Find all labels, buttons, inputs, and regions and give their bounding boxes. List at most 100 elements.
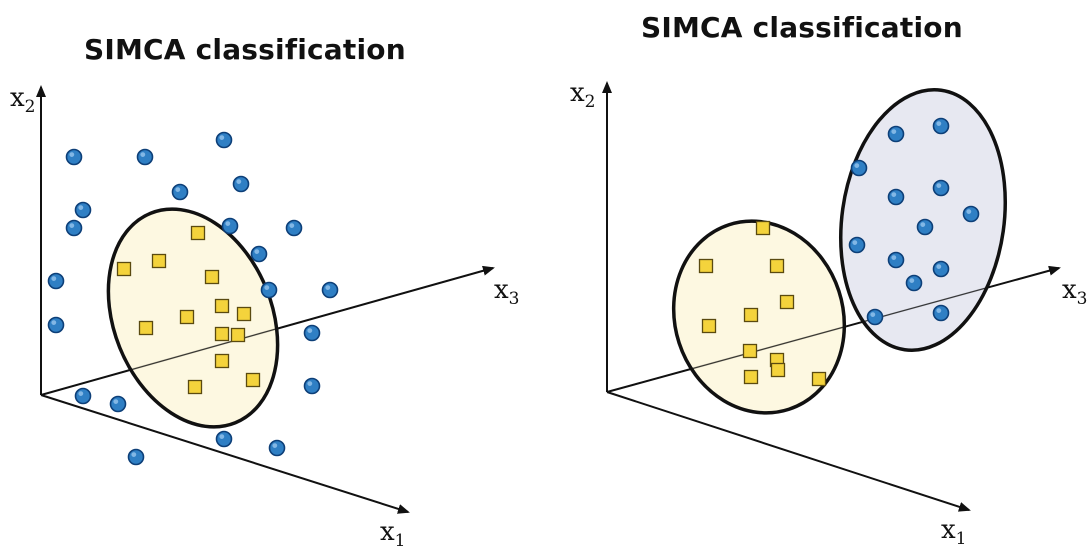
data-point-circle bbox=[109, 395, 127, 413]
class-a-boundary-ellipse bbox=[671, 219, 847, 415]
data-point-square bbox=[245, 372, 261, 388]
data-point-circle bbox=[887, 251, 905, 269]
data-point-circle-highlight bbox=[219, 434, 225, 439]
data-point-circle-highlight bbox=[254, 249, 260, 255]
right-panel: SIMCA classification x2 x3 x1 bbox=[545, 0, 1089, 547]
data-point-square bbox=[190, 225, 206, 241]
data-point-circle bbox=[232, 175, 250, 193]
data-point-circle bbox=[47, 272, 65, 290]
x3-axis-through-ellipses bbox=[606, 267, 1060, 393]
data-point-square bbox=[214, 298, 230, 314]
data-point-circle-highlight bbox=[78, 205, 84, 211]
data-point-circle-highlight bbox=[69, 152, 75, 158]
data-point-circle-highlight bbox=[891, 129, 897, 135]
data-point-circle-highlight bbox=[219, 135, 225, 141]
data-point-circle-highlight bbox=[936, 264, 942, 269]
data-point-square bbox=[138, 320, 154, 336]
x3-axis-label: x3 bbox=[494, 275, 520, 309]
data-point-circle-highlight bbox=[307, 381, 313, 386]
data-point-circle-highlight bbox=[909, 278, 915, 283]
data-point-square bbox=[236, 306, 252, 322]
data-point-square bbox=[755, 220, 771, 236]
data-point-circle bbox=[127, 448, 145, 466]
data-point-circle bbox=[171, 183, 189, 201]
right-panel-title: SIMCA classification bbox=[641, 11, 963, 44]
data-point-square bbox=[742, 343, 758, 359]
data-point-square bbox=[214, 353, 230, 369]
data-point-square bbox=[779, 294, 795, 310]
data-point-circle bbox=[47, 316, 65, 334]
data-point-square bbox=[187, 379, 203, 395]
data-point-circle bbox=[962, 205, 980, 223]
data-point-square bbox=[698, 258, 714, 274]
data-point-circle bbox=[887, 125, 905, 143]
data-point-circle bbox=[65, 219, 83, 237]
data-point-circle-highlight bbox=[852, 240, 858, 246]
data-point-circle-highlight bbox=[325, 285, 331, 290]
left-diagram: x2 x3 x1 bbox=[10, 83, 520, 547]
data-point-circle bbox=[932, 117, 950, 135]
data-point-circle bbox=[932, 260, 950, 278]
data-point-circle bbox=[215, 131, 233, 149]
data-point-square bbox=[214, 326, 230, 342]
data-point-circle-highlight bbox=[264, 285, 270, 290]
data-point-square bbox=[770, 362, 786, 378]
data-point-circle bbox=[221, 217, 239, 235]
x3-axis-label: x3 bbox=[1062, 275, 1088, 309]
data-point-square bbox=[701, 318, 717, 334]
data-point-circle bbox=[850, 159, 868, 177]
data-point-circle bbox=[74, 201, 92, 219]
x1-axis bbox=[40, 394, 410, 514]
data-point-square bbox=[230, 327, 246, 343]
data-point-square bbox=[151, 253, 167, 269]
left-square-group bbox=[116, 225, 261, 395]
data-point-circle bbox=[260, 281, 278, 299]
x2-axis-label: x2 bbox=[570, 78, 596, 112]
data-point-square bbox=[204, 269, 220, 285]
data-point-square bbox=[743, 307, 759, 323]
data-point-circle bbox=[866, 308, 884, 326]
data-point-circle bbox=[303, 377, 321, 395]
right-square-group bbox=[698, 220, 827, 387]
data-point-circle-highlight bbox=[966, 209, 972, 215]
data-point-circle-highlight bbox=[854, 163, 860, 169]
right-diagram: x2 x3 x1 bbox=[570, 78, 1088, 547]
x3-axis-through-ellipse bbox=[40, 267, 494, 396]
data-point-circle bbox=[285, 219, 303, 237]
data-point-square bbox=[743, 369, 759, 385]
data-point-circle-highlight bbox=[920, 222, 926, 228]
data-point-circle bbox=[303, 324, 321, 342]
data-point-circle bbox=[916, 218, 934, 236]
data-point-circle-highlight bbox=[272, 443, 278, 448]
x1-axis-label: x1 bbox=[941, 515, 967, 547]
data-point-square bbox=[179, 309, 195, 325]
data-point-circle bbox=[932, 304, 950, 322]
data-point-square bbox=[116, 261, 132, 277]
data-point-circle bbox=[905, 274, 923, 292]
data-point-circle bbox=[887, 188, 905, 206]
right-circle-group bbox=[848, 117, 980, 326]
data-point-circle-highlight bbox=[870, 312, 876, 317]
data-point-circle-highlight bbox=[307, 328, 313, 333]
data-point-circle bbox=[848, 236, 866, 254]
data-point-circle-highlight bbox=[131, 452, 137, 457]
data-point-circle-highlight bbox=[936, 183, 942, 189]
data-point-circle-highlight bbox=[69, 223, 75, 229]
data-point-square bbox=[769, 258, 785, 274]
data-point-circle-highlight bbox=[936, 308, 942, 313]
data-point-circle bbox=[268, 439, 286, 457]
data-point-circle-highlight bbox=[225, 221, 231, 227]
data-point-circle-highlight bbox=[936, 121, 942, 126]
data-point-circle bbox=[65, 148, 83, 166]
x1-axis-label: x1 bbox=[380, 517, 406, 547]
data-point-circle-highlight bbox=[78, 391, 84, 396]
data-point-circle bbox=[321, 281, 339, 299]
data-point-circle-highlight bbox=[140, 152, 146, 158]
data-point-circle-highlight bbox=[891, 255, 897, 260]
left-panel: SIMCA classification x2 x3 x1 bbox=[10, 33, 520, 547]
data-point-circle bbox=[74, 387, 92, 405]
data-point-circle-highlight bbox=[289, 223, 295, 229]
data-point-circle bbox=[215, 430, 233, 448]
data-point-circle-highlight bbox=[113, 399, 119, 404]
data-point-circle bbox=[932, 179, 950, 197]
